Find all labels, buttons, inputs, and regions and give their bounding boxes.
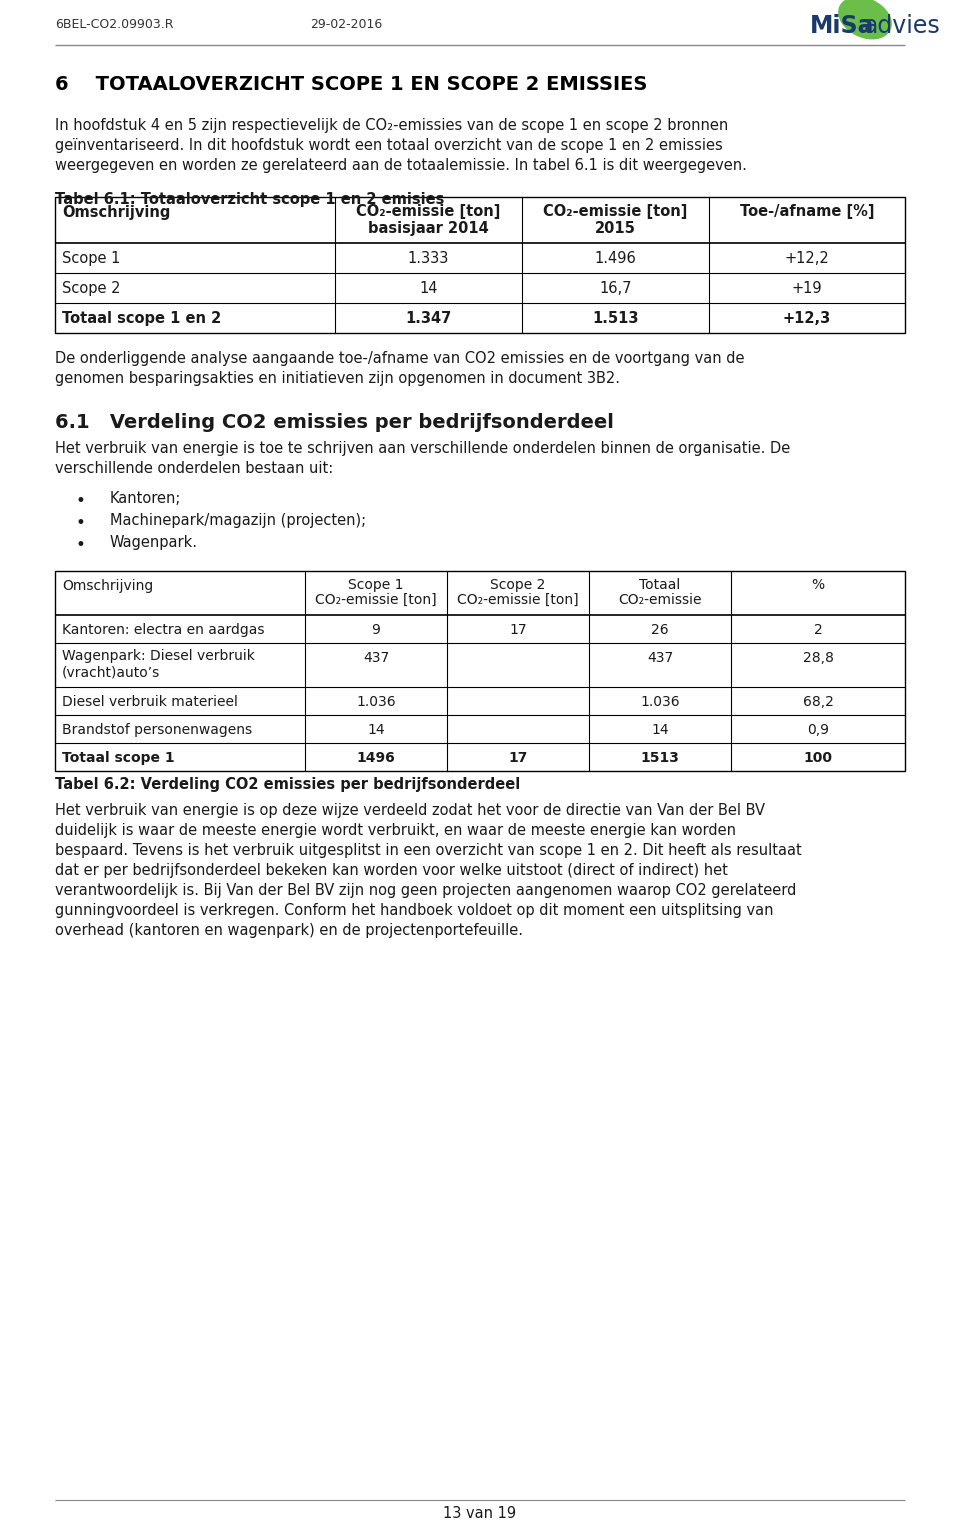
Text: •: • — [75, 536, 84, 555]
Text: 29-02-2016: 29-02-2016 — [310, 18, 382, 31]
Text: Scope 2: Scope 2 — [62, 281, 121, 296]
Text: 437: 437 — [363, 651, 389, 665]
Text: verschillende onderdelen bestaan uit:: verschillende onderdelen bestaan uit: — [55, 461, 333, 477]
Text: Scope 1: Scope 1 — [348, 578, 404, 591]
Text: Machinepark/magazijn (projecten);: Machinepark/magazijn (projecten); — [110, 513, 366, 529]
Text: gunningvoordeel is verkregen. Conform het handboek voldoet op dit moment een uit: gunningvoordeel is verkregen. Conform he… — [55, 903, 774, 918]
Text: CO₂-emissie: CO₂-emissie — [618, 593, 702, 607]
Text: +12,2: +12,2 — [784, 251, 829, 266]
Text: Kantoren: electra en aardgas: Kantoren: electra en aardgas — [62, 623, 265, 637]
Text: +19: +19 — [792, 281, 823, 296]
Text: overhead (kantoren en wagenpark) en de projectenportefeuille.: overhead (kantoren en wagenpark) en de p… — [55, 923, 523, 938]
Text: In hoofdstuk 4 en 5 zijn respectievelijk de CO₂-emissies van de scope 1 en scope: In hoofdstuk 4 en 5 zijn respectievelijk… — [55, 118, 729, 133]
Text: 14: 14 — [651, 723, 669, 736]
Text: Wagenpark.: Wagenpark. — [110, 535, 198, 550]
Text: Totaal scope 1: Totaal scope 1 — [62, 750, 175, 766]
Text: Omschrijving: Omschrijving — [62, 579, 154, 593]
Text: Tabel 6.1: Totaaloverzicht scope 1 en 2 emisies: Tabel 6.1: Totaaloverzicht scope 1 en 2 … — [55, 193, 444, 206]
Text: 28,8: 28,8 — [803, 651, 833, 665]
Text: 1513: 1513 — [640, 750, 680, 766]
Text: Brandstof personenwagens: Brandstof personenwagens — [62, 723, 252, 736]
Text: Omschrijving: Omschrijving — [62, 205, 170, 220]
Text: Tabel 6.2: Verdeling CO2 emissies per bedrijfsonderdeel: Tabel 6.2: Verdeling CO2 emissies per be… — [55, 778, 520, 792]
Text: +12,3: +12,3 — [782, 312, 831, 325]
Text: 2015: 2015 — [595, 222, 636, 235]
Text: Het verbruik van energie is op deze wijze verdeeld zodat het voor de directie va: Het verbruik van energie is op deze wijz… — [55, 804, 765, 817]
Text: 1.513: 1.513 — [592, 312, 638, 325]
Text: CO₂-emissie [ton]: CO₂-emissie [ton] — [356, 205, 501, 219]
Text: bespaard. Tevens is het verbruik uitgesplitst in een overzicht van scope 1 en 2.: bespaard. Tevens is het verbruik uitgesp… — [55, 843, 802, 859]
Text: MiSa: MiSa — [810, 14, 875, 38]
Text: (vracht)auto’s: (vracht)auto’s — [62, 665, 160, 678]
Bar — [55, 197, 905, 333]
Text: geïnventariseerd. In dit hoofdstuk wordt een totaal overzicht van de scope 1 en : geïnventariseerd. In dit hoofdstuk wordt… — [55, 138, 723, 153]
Ellipse shape — [839, 0, 891, 38]
Text: Scope 2: Scope 2 — [491, 578, 545, 591]
Text: 100: 100 — [804, 750, 832, 766]
Text: 437: 437 — [647, 651, 673, 665]
Text: 1.036: 1.036 — [640, 695, 680, 709]
Text: CO₂-emissie [ton]: CO₂-emissie [ton] — [315, 593, 437, 607]
Text: genomen besparingsakties en initiatieven zijn opgenomen in document 3B2.: genomen besparingsakties en initiatieven… — [55, 371, 620, 387]
Text: 16,7: 16,7 — [599, 281, 632, 296]
Text: 1496: 1496 — [356, 750, 396, 766]
Text: 1.347: 1.347 — [405, 312, 451, 325]
Text: CO₂-emissie [ton]: CO₂-emissie [ton] — [543, 205, 687, 219]
Text: 1.496: 1.496 — [594, 251, 636, 266]
Bar — [55, 571, 905, 772]
Text: De onderliggende analyse aangaande toe-/afname van CO2 emissies en de voortgang : De onderliggende analyse aangaande toe-/… — [55, 351, 745, 367]
Text: 2: 2 — [814, 623, 823, 637]
Text: dat er per bedrijfsonderdeel bekeken kan worden voor welke uitstoot (direct of i: dat er per bedrijfsonderdeel bekeken kan… — [55, 863, 728, 879]
Text: 26: 26 — [651, 623, 669, 637]
Text: 13 van 19: 13 van 19 — [444, 1507, 516, 1520]
Text: 1.036: 1.036 — [356, 695, 396, 709]
Text: Totaal scope 1 en 2: Totaal scope 1 en 2 — [62, 312, 221, 325]
Text: basisjaar 2014: basisjaar 2014 — [368, 222, 489, 235]
Text: advies: advies — [864, 14, 941, 38]
Text: 0,9: 0,9 — [807, 723, 829, 736]
Text: Kantoren;: Kantoren; — [110, 490, 181, 506]
Text: duidelijk is waar de meeste energie wordt verbruikt, en waar de meeste energie k: duidelijk is waar de meeste energie word… — [55, 824, 736, 837]
Text: Diesel verbruik materieel: Diesel verbruik materieel — [62, 695, 238, 709]
Text: 9: 9 — [372, 623, 380, 637]
Text: weergegeven en worden ze gerelateerd aan de totaalemissie. In tabel 6.1 is dit w: weergegeven en worden ze gerelateerd aan… — [55, 157, 747, 173]
Text: Toe-/afname [%]: Toe-/afname [%] — [740, 205, 875, 219]
Text: Scope 1: Scope 1 — [62, 251, 120, 266]
Text: 6    TOTAALOVERZICHT SCOPE 1 EN SCOPE 2 EMISSIES: 6 TOTAALOVERZICHT SCOPE 1 EN SCOPE 2 EMI… — [55, 75, 647, 95]
Text: 6.1   Verdeling CO2 emissies per bedrijfsonderdeel: 6.1 Verdeling CO2 emissies per bedrijfso… — [55, 413, 613, 432]
Text: verantwoordelijk is. Bij Van der Bel BV zijn nog geen projecten aangenomen waaro: verantwoordelijk is. Bij Van der Bel BV … — [55, 883, 797, 898]
Text: 1.333: 1.333 — [408, 251, 449, 266]
Text: 6BEL-CO2.09903.R: 6BEL-CO2.09903.R — [55, 18, 174, 31]
Text: %: % — [811, 578, 825, 591]
Text: 14: 14 — [420, 281, 438, 296]
Text: 17: 17 — [509, 623, 527, 637]
Text: Het verbruik van energie is toe te schrijven aan verschillende onderdelen binnen: Het verbruik van energie is toe te schri… — [55, 442, 790, 455]
Text: CO₂-emissie [ton]: CO₂-emissie [ton] — [457, 593, 579, 607]
Text: •: • — [75, 513, 84, 532]
Text: Totaal: Totaal — [639, 578, 681, 591]
Text: 17: 17 — [508, 750, 528, 766]
Text: 68,2: 68,2 — [803, 695, 833, 709]
Text: Wagenpark: Diesel verbruik: Wagenpark: Diesel verbruik — [62, 649, 254, 663]
Text: 14: 14 — [367, 723, 385, 736]
Text: •: • — [75, 492, 84, 510]
